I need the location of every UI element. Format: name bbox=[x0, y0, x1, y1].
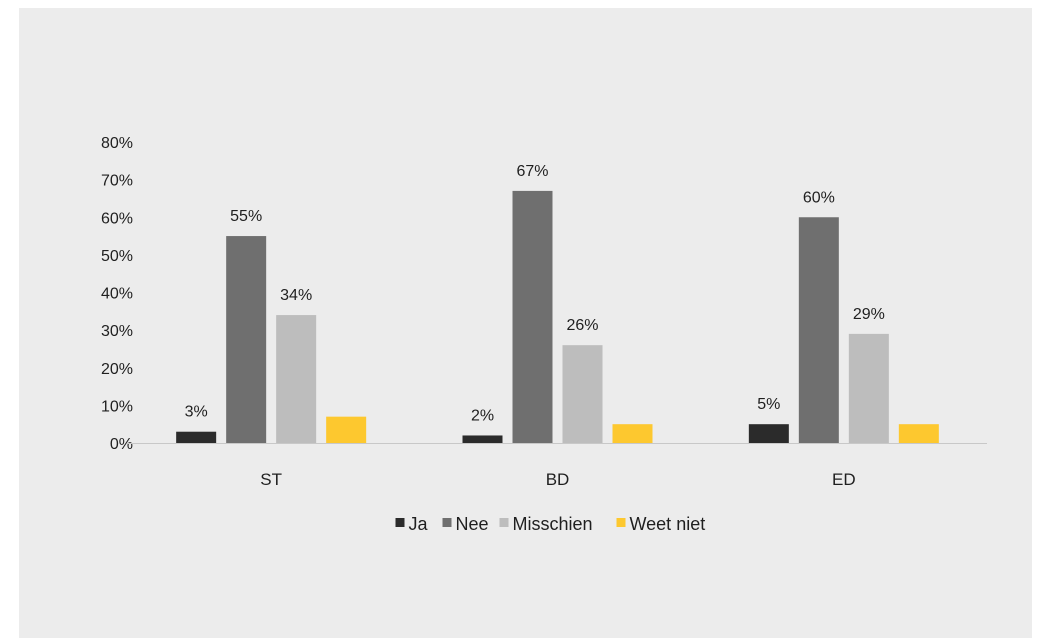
legend-swatch bbox=[442, 518, 452, 527]
y-tick-label: 10% bbox=[101, 398, 133, 415]
data-label: 34% bbox=[280, 287, 312, 304]
bar bbox=[562, 345, 603, 443]
data-label: 5% bbox=[757, 396, 780, 413]
data-label: 26% bbox=[566, 317, 598, 334]
legend-swatch bbox=[616, 518, 626, 527]
x-category-label: ED bbox=[832, 470, 856, 489]
y-tick-label: 20% bbox=[101, 361, 133, 378]
data-label: 60% bbox=[803, 189, 835, 206]
y-tick-label: 0% bbox=[110, 436, 133, 453]
bar bbox=[612, 424, 653, 443]
bar bbox=[462, 435, 503, 443]
bar bbox=[512, 190, 553, 443]
y-tick-label: 50% bbox=[101, 248, 133, 265]
data-label: 29% bbox=[853, 306, 885, 323]
bar bbox=[748, 424, 789, 443]
legend-label: Misschien bbox=[513, 514, 593, 534]
data-label: 2% bbox=[471, 407, 494, 424]
y-tick-label: 40% bbox=[101, 286, 133, 303]
legend-label: Ja bbox=[409, 514, 429, 534]
bar bbox=[226, 236, 267, 443]
chart-panel: 0% 10% 20% 30% 40% 50% 60% 70% 80% 3% 55% 34% ST 2% 67… bbox=[19, 8, 1032, 638]
y-tick-label: 60% bbox=[101, 210, 133, 227]
bar bbox=[798, 217, 839, 443]
bar bbox=[898, 424, 939, 443]
legend-swatch bbox=[395, 518, 405, 527]
data-label: 55% bbox=[230, 208, 262, 225]
bar-chart: 0% 10% 20% 30% 40% 50% 60% 70% 80% 3% 55% 34% ST 2% 67… bbox=[101, 135, 987, 534]
bar bbox=[276, 315, 317, 443]
x-category-label: ST bbox=[260, 470, 282, 489]
data-label: 3% bbox=[185, 404, 208, 421]
legend-swatch bbox=[499, 518, 509, 527]
y-tick-label: 30% bbox=[101, 323, 133, 340]
x-category-label: BD bbox=[546, 470, 570, 489]
y-tick-label: 80% bbox=[101, 135, 133, 152]
y-tick-label: 70% bbox=[101, 173, 133, 190]
bar bbox=[848, 333, 889, 443]
legend-label: Weet niet bbox=[630, 514, 706, 534]
legend-label: Nee bbox=[456, 514, 489, 534]
bar bbox=[326, 416, 367, 443]
bar bbox=[176, 431, 217, 443]
data-label: 67% bbox=[516, 163, 548, 180]
